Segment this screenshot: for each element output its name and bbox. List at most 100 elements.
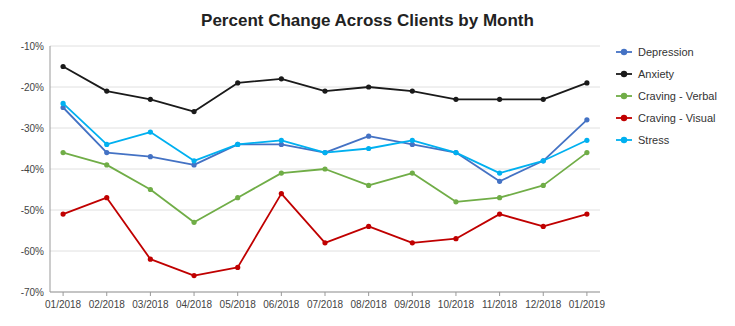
grid-line [50, 210, 600, 211]
data-point [322, 150, 327, 155]
x-tick-label: 08/2018 [351, 299, 388, 310]
data-point [60, 212, 65, 217]
data-point [279, 171, 284, 176]
x-tick [106, 292, 107, 296]
data-point [453, 150, 458, 155]
data-point [584, 138, 589, 143]
x-tick-label: 03/2018 [132, 299, 169, 310]
x-tick [63, 292, 64, 296]
legend-label: Stress [638, 134, 670, 146]
x-tick [237, 292, 238, 296]
data-point [541, 158, 546, 163]
grid-line [50, 87, 600, 88]
title: Percent Change Across Clients by Month [201, 11, 534, 30]
data-point [497, 171, 502, 176]
legend-marker [621, 137, 627, 143]
data-point [148, 257, 153, 262]
x-tick-label: 12/2018 [525, 299, 562, 310]
legend-label: Craving - Visual [638, 112, 715, 124]
data-point [322, 166, 327, 171]
data-point [104, 142, 109, 147]
data-point [541, 97, 546, 102]
data-point [60, 101, 65, 106]
data-point [235, 142, 240, 147]
chart: Percent Change Across Clients by Month -1… [0, 0, 735, 326]
plot-area [60, 64, 589, 278]
data-point [235, 195, 240, 200]
data-point [104, 150, 109, 155]
data-point [541, 224, 546, 229]
x-tick [150, 292, 151, 296]
data-point [104, 89, 109, 94]
data-point [191, 273, 196, 278]
x-tick [455, 292, 456, 296]
x-tick [412, 292, 413, 296]
y-tick-label: -40% [21, 164, 44, 175]
data-point [584, 80, 589, 85]
data-point [235, 265, 240, 270]
data-point [60, 64, 65, 69]
data-point [279, 138, 284, 143]
y-tick-label: -30% [21, 123, 44, 134]
x-tick-label: 10/2018 [438, 299, 475, 310]
legend-marker [621, 93, 627, 99]
y-tick-label: -60% [21, 246, 44, 257]
x-tick-label: 01/2019 [569, 299, 606, 310]
grid-line [50, 46, 600, 47]
grid-line [50, 251, 600, 252]
data-point [279, 191, 284, 196]
y-tick-label: -20% [21, 82, 44, 93]
y-tick-label: -10% [21, 41, 44, 52]
data-point [541, 183, 546, 188]
series-line [63, 67, 587, 112]
data-point [322, 240, 327, 245]
data-point [322, 89, 327, 94]
x-tick-label: 05/2018 [220, 299, 257, 310]
x-tick-label: 04/2018 [176, 299, 213, 310]
series-line [63, 153, 587, 223]
data-point [191, 109, 196, 114]
legend-label: Depression [638, 46, 694, 58]
data-point [497, 97, 502, 102]
x-tick [543, 292, 544, 296]
legend-marker [621, 71, 627, 77]
data-point [366, 146, 371, 151]
x-tick [281, 292, 282, 296]
series-line [63, 194, 587, 276]
data-point [366, 224, 371, 229]
data-point [148, 154, 153, 159]
legend-marker [621, 115, 627, 121]
data-point [410, 138, 415, 143]
data-point [235, 80, 240, 85]
legend-marker [621, 49, 627, 55]
data-point [191, 220, 196, 225]
x-tick [499, 292, 500, 296]
data-point [60, 150, 65, 155]
data-point [366, 183, 371, 188]
data-point [366, 134, 371, 139]
data-point [104, 162, 109, 167]
data-point [410, 89, 415, 94]
data-point [541, 158, 546, 163]
data-point [584, 150, 589, 155]
x-tick-label: 11/2018 [482, 299, 518, 310]
x-tick [194, 292, 195, 296]
data-point [453, 150, 458, 155]
grid-line [50, 128, 600, 129]
data-point [410, 171, 415, 176]
x-tick-label: 07/2018 [307, 299, 344, 310]
x-tick [368, 292, 369, 296]
data-point [279, 76, 284, 81]
x-tick-label: 01/2018 [45, 299, 82, 310]
data-point [453, 97, 458, 102]
x-tick [325, 292, 326, 296]
legend-label: Craving - Verbal [638, 90, 717, 102]
data-point [453, 236, 458, 241]
data-point [410, 240, 415, 245]
legend-label: Anxiety [638, 68, 675, 80]
x-tick-label: 02/2018 [89, 299, 126, 310]
data-point [497, 179, 502, 184]
data-point [366, 84, 371, 89]
x-tick-label: 06/2018 [263, 299, 300, 310]
data-point [584, 117, 589, 122]
